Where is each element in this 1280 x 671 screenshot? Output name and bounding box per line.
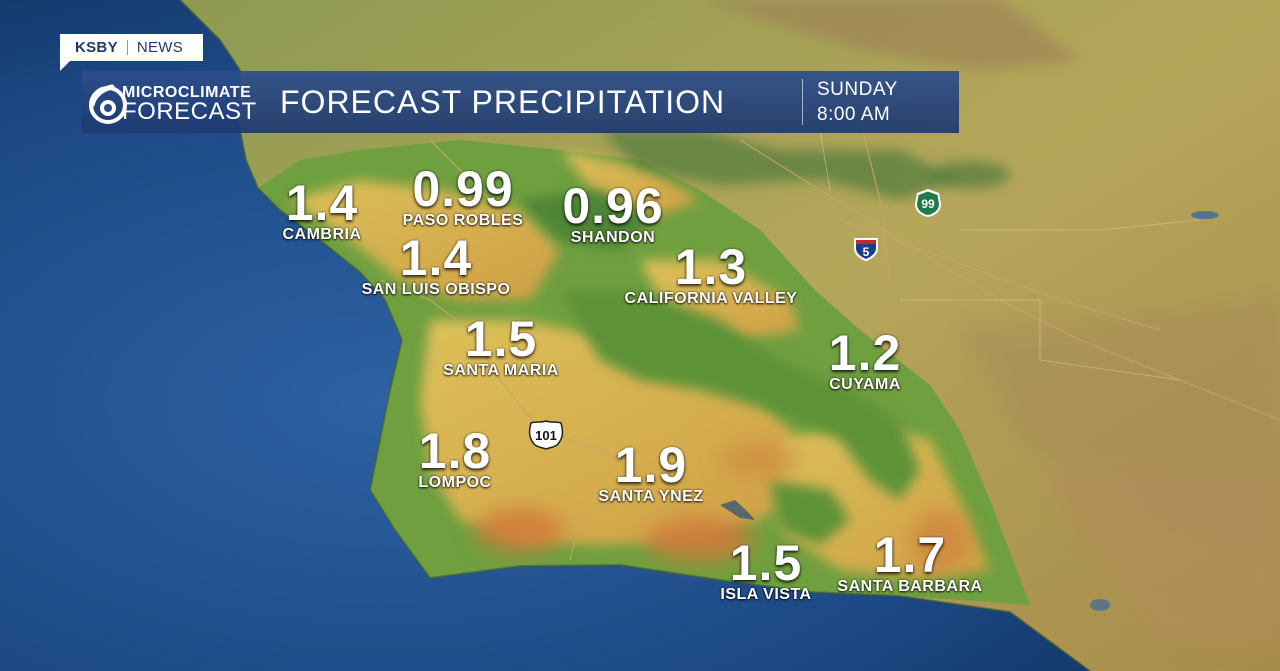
- channel-6-logo-icon: [89, 84, 127, 124]
- brand-news: NEWS: [136, 39, 184, 56]
- lake: [1191, 211, 1219, 219]
- brand-divider: [126, 40, 128, 55]
- precip-value: 1.8: [418, 423, 492, 479]
- station-name: CAMBRIA: [282, 226, 362, 243]
- station-name: SHANDON: [570, 229, 656, 246]
- station-cambria: 1.4 CAMBRIA: [282, 175, 362, 244]
- station-name: ISLA VISTA: [720, 586, 812, 603]
- mountain-shade: [700, 0, 1080, 70]
- station-isla-vista: 1.5 ISLA VISTA: [720, 535, 812, 604]
- station-name: PASO ROBLES: [402, 212, 524, 229]
- station-name: SANTA MARIA: [443, 362, 559, 379]
- precip-value: 1.7: [873, 527, 947, 583]
- title-bar: MICROCLIMATE FORECAST FORECAST PRECIPITA…: [82, 71, 959, 133]
- station-cuyama: 1.2 CUYAMA: [828, 325, 902, 394]
- station-san-luis-obispo: 1.4 SAN LUIS OBISPO: [361, 230, 511, 299]
- us-101-number: 101: [535, 428, 557, 443]
- station-santa-maria: 1.5 SANTA MARIA: [443, 311, 559, 380]
- station-brand-tag: KSBY NEWS: [60, 34, 203, 61]
- lake: [1090, 599, 1110, 611]
- precip-value: 0.99: [412, 161, 514, 217]
- precip-value: 0.96: [562, 178, 664, 234]
- route-99-shield: 99: [915, 189, 941, 217]
- interstate-5-shield: 5: [854, 238, 878, 261]
- page-title: FORECAST PRECIPITATION: [280, 84, 726, 120]
- station-lompoc: 1.8 LOMPOC: [418, 423, 492, 492]
- brand-tag-notch: [60, 61, 70, 71]
- logo-line-microclimate: MICROCLIMATE: [122, 84, 252, 101]
- station-callsign: KSBY: [75, 39, 118, 56]
- station-paso-robles: 0.99 PASO ROBLES: [402, 161, 524, 230]
- station-shandon: 0.96 SHANDON: [562, 178, 664, 247]
- microclimate-forecast-logo: MICROCLIMATE FORECAST: [86, 78, 256, 126]
- station-name: SANTA YNEZ: [598, 488, 704, 505]
- logo-line-forecast: FORECAST: [122, 98, 257, 125]
- precip-value: 1.4: [399, 230, 473, 286]
- valid-day: SUNDAY: [817, 79, 898, 100]
- coastline: [179, 0, 1091, 671]
- precip-value: 1.3: [674, 239, 748, 295]
- valid-time: 8:00 AM: [817, 104, 891, 125]
- route-99-number: 99: [921, 197, 935, 211]
- title-divider: [802, 79, 803, 125]
- mountain-shade: [1040, 470, 1280, 650]
- precip-value: 1.5: [729, 535, 803, 591]
- station-name: SAN LUIS OBISPO: [361, 281, 511, 298]
- precip-value: 1.9: [614, 437, 688, 493]
- station-name: LOMPOC: [418, 474, 492, 491]
- station-name: CALIFORNIA VALLEY: [624, 290, 798, 307]
- station-santa-barbara: 1.7 SANTA BARBARA: [837, 527, 983, 596]
- precip-value: 1.2: [828, 325, 902, 381]
- precip-value: 1.4: [285, 175, 359, 231]
- precip-heavy-zones: [475, 442, 970, 570]
- station-name: SANTA BARBARA: [837, 578, 983, 595]
- station-name: CUYAMA: [829, 376, 901, 393]
- lake: [720, 500, 755, 520]
- station-california-valley: 1.3 CALIFORNIA VALLEY: [624, 239, 798, 308]
- us-101-shield: 101: [528, 420, 564, 450]
- precip-value: 1.5: [464, 311, 538, 367]
- precip-band-green: [520, 190, 920, 545]
- station-santa-ynez: 1.9 SANTA YNEZ: [598, 437, 704, 506]
- interstate-5-number: 5: [863, 245, 870, 259]
